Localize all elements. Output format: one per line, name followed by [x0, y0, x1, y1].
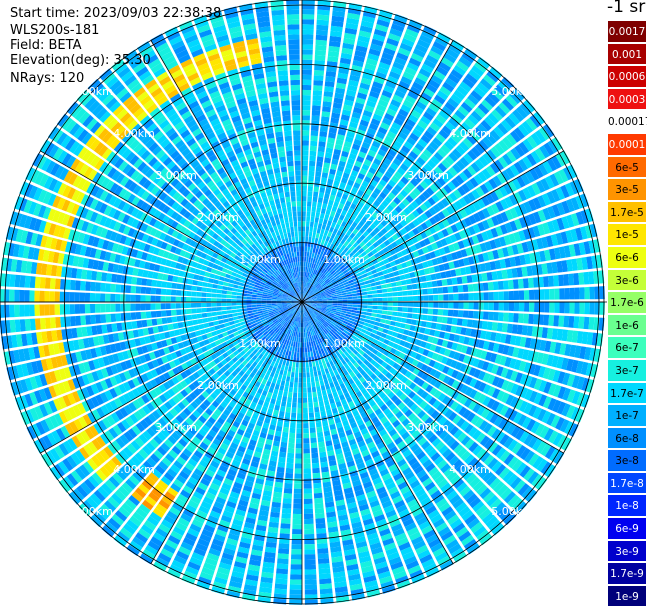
range-label: 1.00km — [323, 337, 365, 350]
colorbar-tick: 0.0001 — [607, 132, 647, 156]
range-grid — [0, 0, 607, 605]
azimuth-spoke — [301, 301, 454, 565]
range-label: 5.00km — [491, 505, 533, 518]
colorbar-tick: 6e-5 — [607, 155, 647, 179]
colorbar-tick: 3e-6 — [607, 268, 647, 292]
colorbar-tick: 0.00017 — [607, 110, 647, 133]
azimuth-spoke — [39, 301, 303, 454]
colorbar-tick: 0.0003 — [607, 87, 647, 111]
colorbar-tick: 1.7e-5 — [607, 200, 647, 224]
colorbar-tick: 0.0017 — [607, 20, 647, 43]
colorbar-tick: 1e-6 — [607, 313, 647, 337]
colorbar-tick: 1e-8 — [607, 494, 647, 518]
nrays-text: NRays: 120 — [10, 71, 85, 86]
range-label: 2.00km — [197, 211, 239, 224]
range-label: 5.00km — [491, 85, 533, 98]
colorbar-tick: 6e-6 — [607, 245, 647, 269]
colorbar-tick: 3e-9 — [607, 539, 647, 563]
azimuth-spoke — [301, 301, 565, 454]
range-label: 3.00km — [155, 169, 197, 182]
colorbar-tick: 6e-8 — [607, 426, 647, 450]
colorbar-tick: 3e-7 — [607, 358, 647, 382]
range-label: 2.00km — [365, 211, 407, 224]
range-label: 4.00km — [449, 127, 491, 140]
instrument-text: WLS200s-181 — [10, 23, 100, 38]
colorbar-tick: 1e-9 — [607, 584, 647, 608]
azimuth-spoke — [301, 39, 454, 303]
range-label: 4.00km — [113, 463, 155, 476]
range-label: 2.00km — [197, 379, 239, 392]
colorbar-tick: 0.001 — [607, 42, 647, 66]
colorbar-tick: 3e-8 — [607, 449, 647, 472]
range-label: 5.00km — [71, 505, 113, 518]
range-label: 4.00km — [449, 463, 491, 476]
colorbar-tick: 6e-9 — [607, 517, 647, 540]
colorbar-tick: 1.7e-9 — [607, 562, 647, 585]
range-label: 5.00km — [71, 85, 113, 98]
field-text: Field: BETA — [10, 38, 82, 53]
range-label: 3.00km — [407, 421, 449, 434]
range-label: 1.00km — [239, 337, 281, 350]
azimuth-spoke — [301, 150, 565, 303]
colorbar-tick: 1e-7 — [607, 404, 647, 427]
azimuth-spoke — [150, 301, 303, 565]
range-label: 1.00km — [323, 253, 365, 266]
colorbar-tick: 1.7e-7 — [607, 381, 647, 405]
range-label: 2.00km — [365, 379, 407, 392]
range-label: 4.00km — [113, 127, 155, 140]
azimuth-spoke — [150, 39, 303, 303]
azimuth-spoke — [39, 150, 303, 303]
range-label: 3.00km — [407, 169, 449, 182]
colorbar: 0.00170.0010.00060.00030.000170.00016e-5… — [607, 20, 647, 608]
elevation-text: Elevation(deg): 35.30 — [10, 53, 151, 68]
range-label: 1.00km — [239, 253, 281, 266]
range-labels: 1.00km 1.00km 1.00km 1.00km 2.00km 2.00km 2.00… — [71, 85, 533, 518]
colorbar-tick: 3e-5 — [607, 178, 647, 201]
colorbar-tick: 1.7e-6 — [607, 291, 647, 314]
range-label: 3.00km — [155, 421, 197, 434]
start-time-text: Start time: 2023/09/03 22:38:38 — [10, 6, 222, 21]
colorbar-tick: 1e-5 — [607, 223, 647, 246]
colorbar-tick: 6e-7 — [607, 336, 647, 359]
colorbar-tick: 1.7e-8 — [607, 471, 647, 495]
radar-wedges — [0, 0, 605, 605]
colorbar-unit: -1 sr — [607, 0, 646, 17]
colorbar-tick: 0.0006 — [607, 65, 647, 88]
